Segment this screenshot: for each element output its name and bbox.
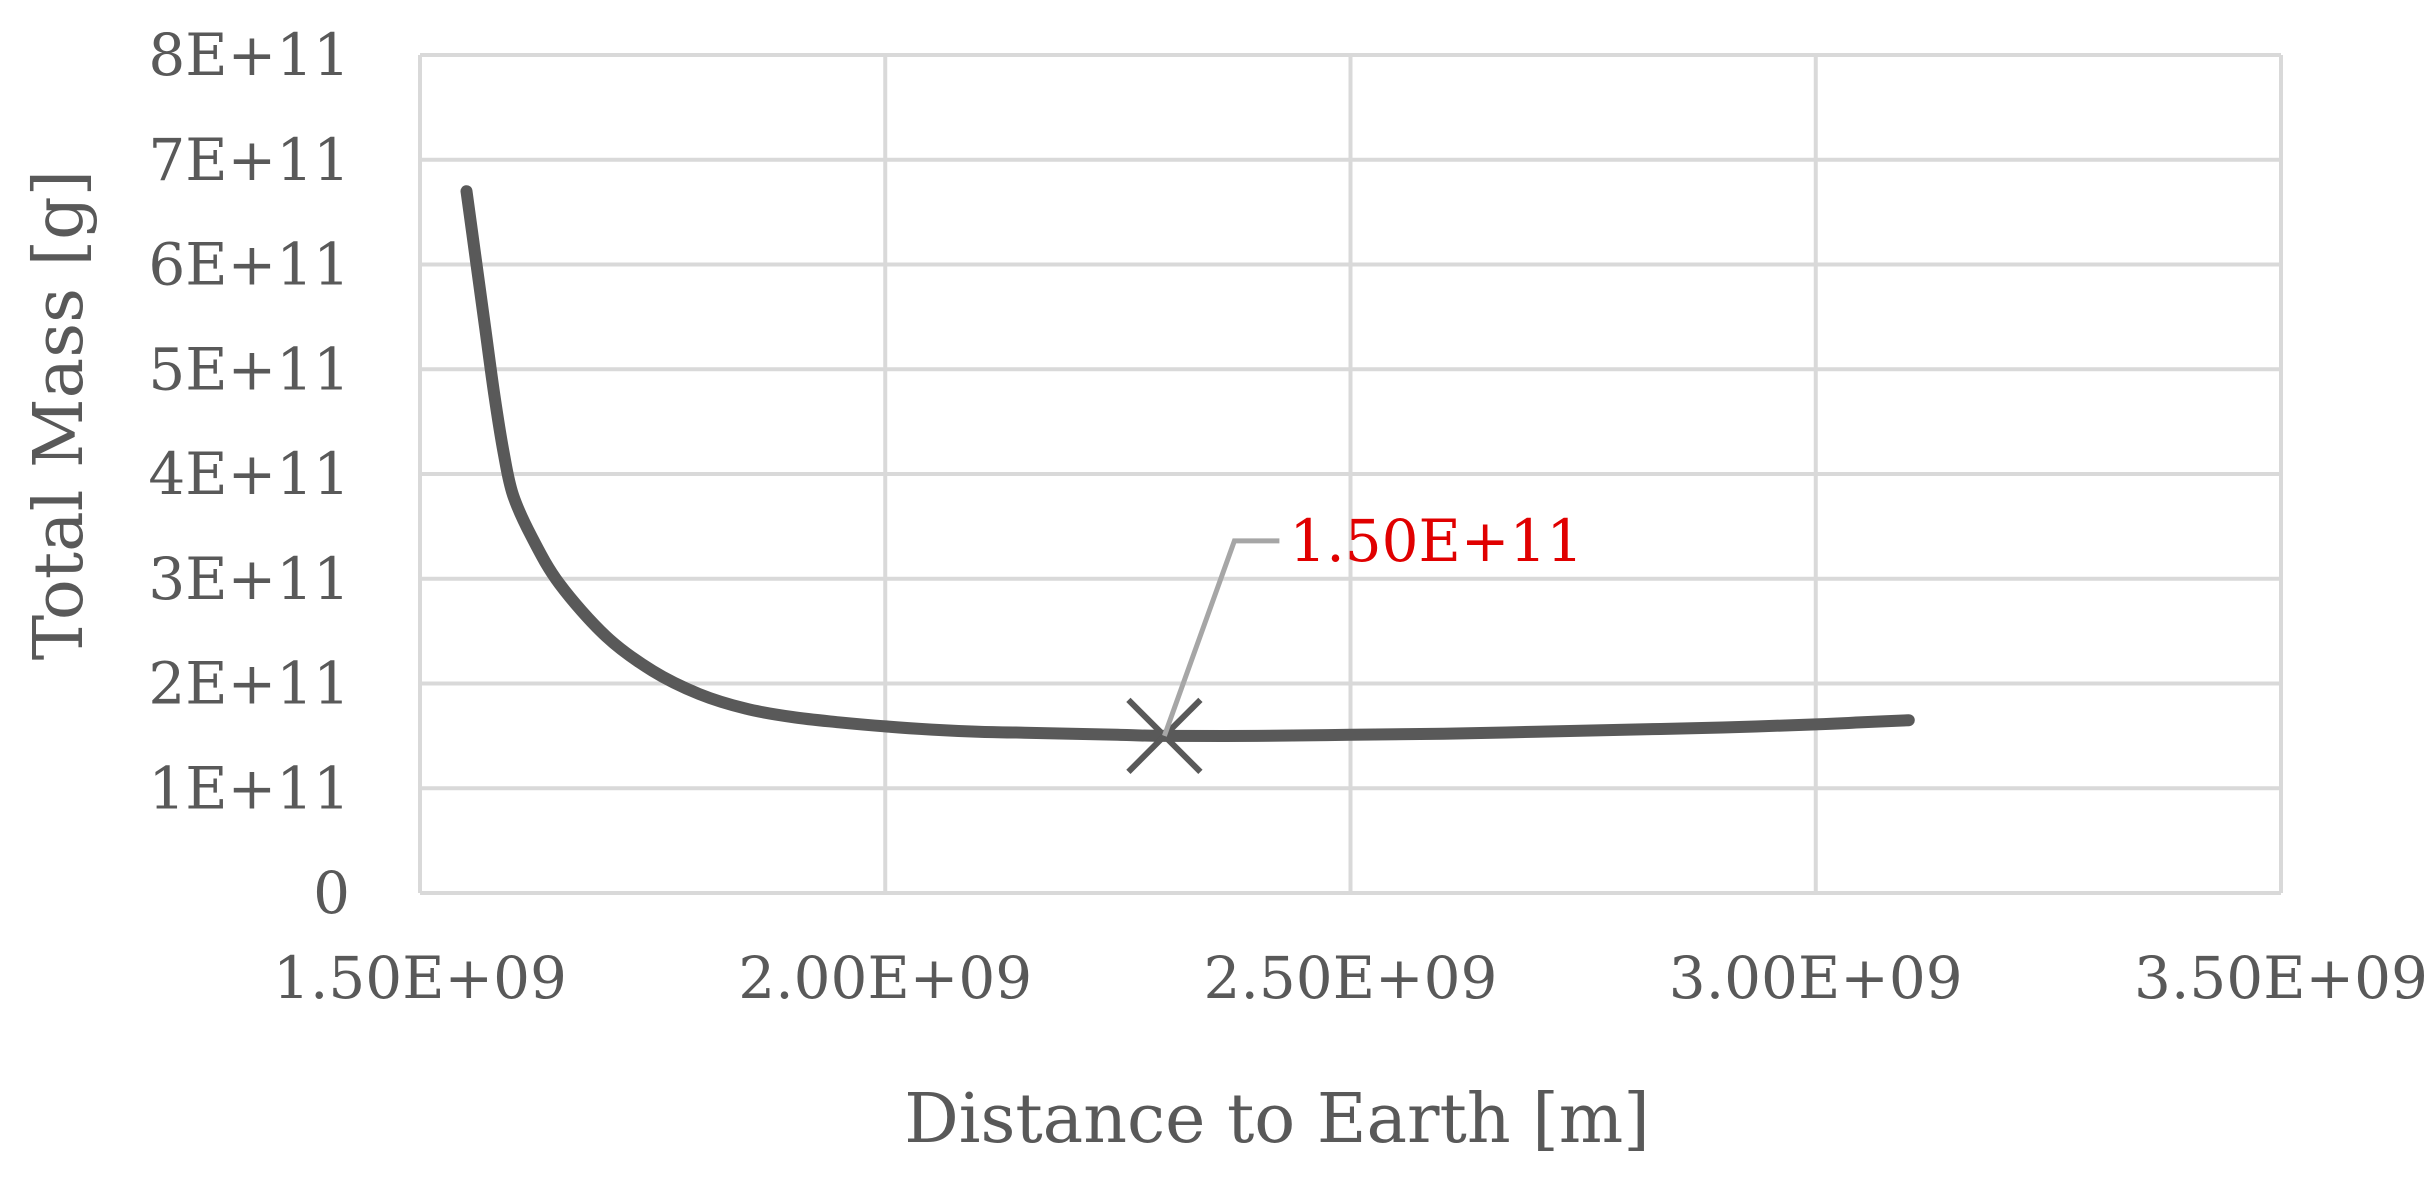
series-layer <box>460 185 1915 742</box>
gridlines <box>418 53 2283 895</box>
x-tick-label: 3.50E+09 <box>2134 944 2428 1012</box>
y-tick-label: 8E+11 <box>148 21 350 89</box>
minimum-value-label: 1.50E+11 <box>1289 507 1583 575</box>
x-tick-label: 2.00E+09 <box>738 944 1032 1012</box>
y-tick-label: 2E+11 <box>148 650 350 718</box>
minimum-marker-group: 1.50E+11 <box>1126 507 1583 774</box>
y-tick-label: 6E+11 <box>148 231 350 299</box>
x-tick-label: 3.00E+09 <box>1669 944 1963 1012</box>
x-tick-labels: 1.50E+09 2.00E+09 2.50E+09 3.00E+09 3.50E+09 <box>273 944 2428 1012</box>
y-tick-labels: 0 1E+11 2E+11 3E+11 4E+11 5E+11 6E+11 7E+11 8E+1… <box>148 21 350 927</box>
series-line <box>460 185 1915 742</box>
y-axis-title: Total Mass [g] <box>20 170 99 660</box>
x-tick-label: 1.50E+09 <box>273 944 567 1012</box>
y-tick-label: 5E+11 <box>148 335 350 403</box>
y-tick-label: 7E+11 <box>148 126 350 194</box>
x-tick-label: 2.50E+09 <box>1204 944 1498 1012</box>
x-axis-title: Distance to Earth [m] <box>904 1080 1650 1159</box>
y-tick-label: 3E+11 <box>148 545 350 613</box>
y-tick-label: 0 <box>313 859 350 927</box>
annotation-leader-line <box>1162 538 1280 737</box>
y-tick-label: 1E+11 <box>148 754 350 822</box>
y-tick-label: 4E+11 <box>148 440 350 508</box>
